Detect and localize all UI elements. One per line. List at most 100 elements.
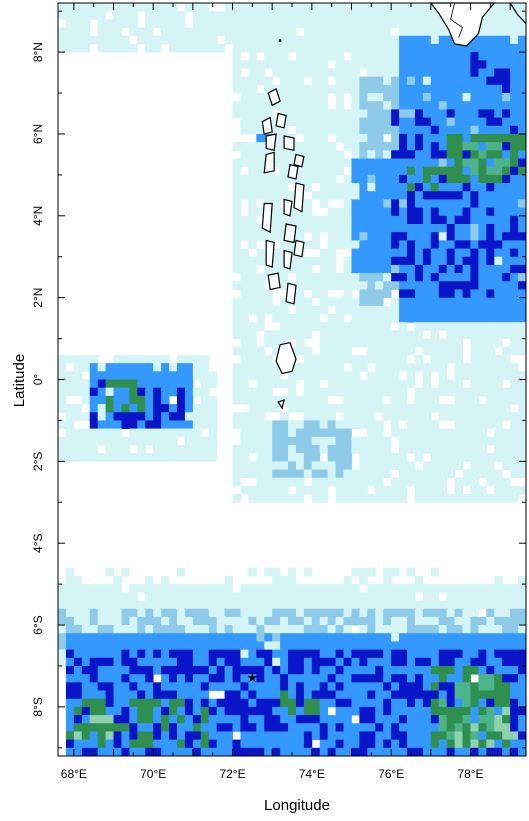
- data-cell: [462, 633, 471, 642]
- data-cell: [65, 567, 75, 577]
- data-cell: [295, 322, 305, 331]
- data-cell: [383, 682, 392, 691]
- data-cell: [414, 109, 424, 118]
- data-cell: [240, 706, 249, 716]
- data-cell: [391, 133, 400, 143]
- data-cell: [65, 731, 75, 741]
- data-cell: [58, 453, 67, 462]
- data-cell: [89, 395, 99, 405]
- data-cell: [367, 76, 376, 86]
- data-cell: [81, 19, 91, 28]
- data-cell: [359, 43, 368, 53]
- data-cell: [295, 68, 305, 78]
- data-cell: [438, 248, 448, 258]
- data-cell: [176, 404, 186, 413]
- data-cell: [153, 453, 162, 462]
- data-cell: [359, 19, 368, 28]
- data-cell: [446, 142, 456, 151]
- data-cell: [351, 60, 360, 69]
- data-cell: [303, 428, 313, 438]
- data-cell: [375, 338, 384, 348]
- data-cell: [383, 379, 392, 389]
- data-cell: [295, 223, 305, 233]
- data-cell: [454, 395, 463, 405]
- data-cell: [176, 690, 186, 700]
- data-cell: [280, 641, 289, 650]
- data-cell: [446, 453, 456, 462]
- data-cell: [232, 682, 241, 691]
- data-cell: [422, 641, 432, 650]
- data-cell: [153, 43, 162, 53]
- data-cell: [65, 43, 75, 53]
- data-cell: [494, 215, 503, 225]
- data-cell: [391, 35, 400, 45]
- data-cell: [367, 723, 376, 732]
- data-cell: [510, 387, 519, 397]
- data-cell: [232, 494, 241, 503]
- data-cell: [486, 166, 495, 176]
- data-cell: [359, 444, 368, 454]
- data-cell: [73, 674, 83, 683]
- data-cell: [248, 633, 257, 642]
- data-cell: [200, 739, 210, 749]
- data-cell: [454, 109, 463, 118]
- data-cell: [65, 641, 75, 650]
- data-cell: [391, 412, 400, 421]
- data-cell: [311, 76, 321, 86]
- data-cell: [462, 84, 471, 94]
- data-cell: [478, 657, 487, 667]
- data-cell: [446, 690, 456, 700]
- data-cell: [113, 690, 122, 700]
- data-cell: [264, 420, 273, 429]
- data-cell: [192, 698, 202, 708]
- data-cell: [129, 715, 138, 724]
- data-cell: [502, 281, 511, 290]
- data-cell: [272, 592, 281, 601]
- data-cell: [169, 625, 178, 634]
- data-cell: [256, 395, 265, 405]
- data-cell: [319, 747, 329, 757]
- data-cell: [510, 682, 519, 691]
- data-cell: [327, 616, 337, 626]
- data-cell: [391, 43, 400, 53]
- data-cell: [399, 698, 408, 708]
- data-cell: [208, 436, 218, 446]
- data-cell: [327, 363, 337, 372]
- data-cell: [391, 584, 400, 593]
- data-cell: [494, 68, 503, 78]
- data-cell: [367, 657, 376, 667]
- data-cell: [510, 68, 519, 78]
- data-cell: [446, 305, 456, 315]
- data-cell: [454, 101, 463, 110]
- data-cell: [280, 706, 289, 716]
- data-cell: [176, 379, 186, 389]
- data-cell: [192, 641, 202, 650]
- data-cell: [438, 494, 448, 503]
- data-cell: [438, 117, 448, 127]
- data-cell: [510, 248, 519, 258]
- data-cell: [256, 232, 265, 241]
- data-cell: [288, 665, 297, 675]
- data-cell: [351, 698, 360, 708]
- data-cell: [375, 166, 384, 176]
- data-cell: [343, 43, 352, 53]
- data-cell: [248, 469, 257, 479]
- data-cell: [129, 404, 138, 413]
- data-cell: [121, 665, 130, 675]
- data-cell: [438, 322, 448, 331]
- data-cell: [65, 715, 75, 724]
- data-cell: [391, 215, 400, 225]
- data-cell: [184, 698, 194, 708]
- data-cell: [256, 485, 265, 495]
- data-cell: [176, 657, 186, 667]
- data-cell: [295, 715, 305, 724]
- data-cell: [454, 264, 463, 274]
- data-cell: [407, 706, 416, 716]
- data-cell: [446, 649, 456, 659]
- data-cell: [351, 494, 360, 503]
- data-cell: [232, 665, 241, 675]
- data-cell: [414, 60, 424, 69]
- data-cell: [311, 68, 321, 78]
- data-cell: [240, 387, 249, 397]
- data-cell: [470, 281, 479, 290]
